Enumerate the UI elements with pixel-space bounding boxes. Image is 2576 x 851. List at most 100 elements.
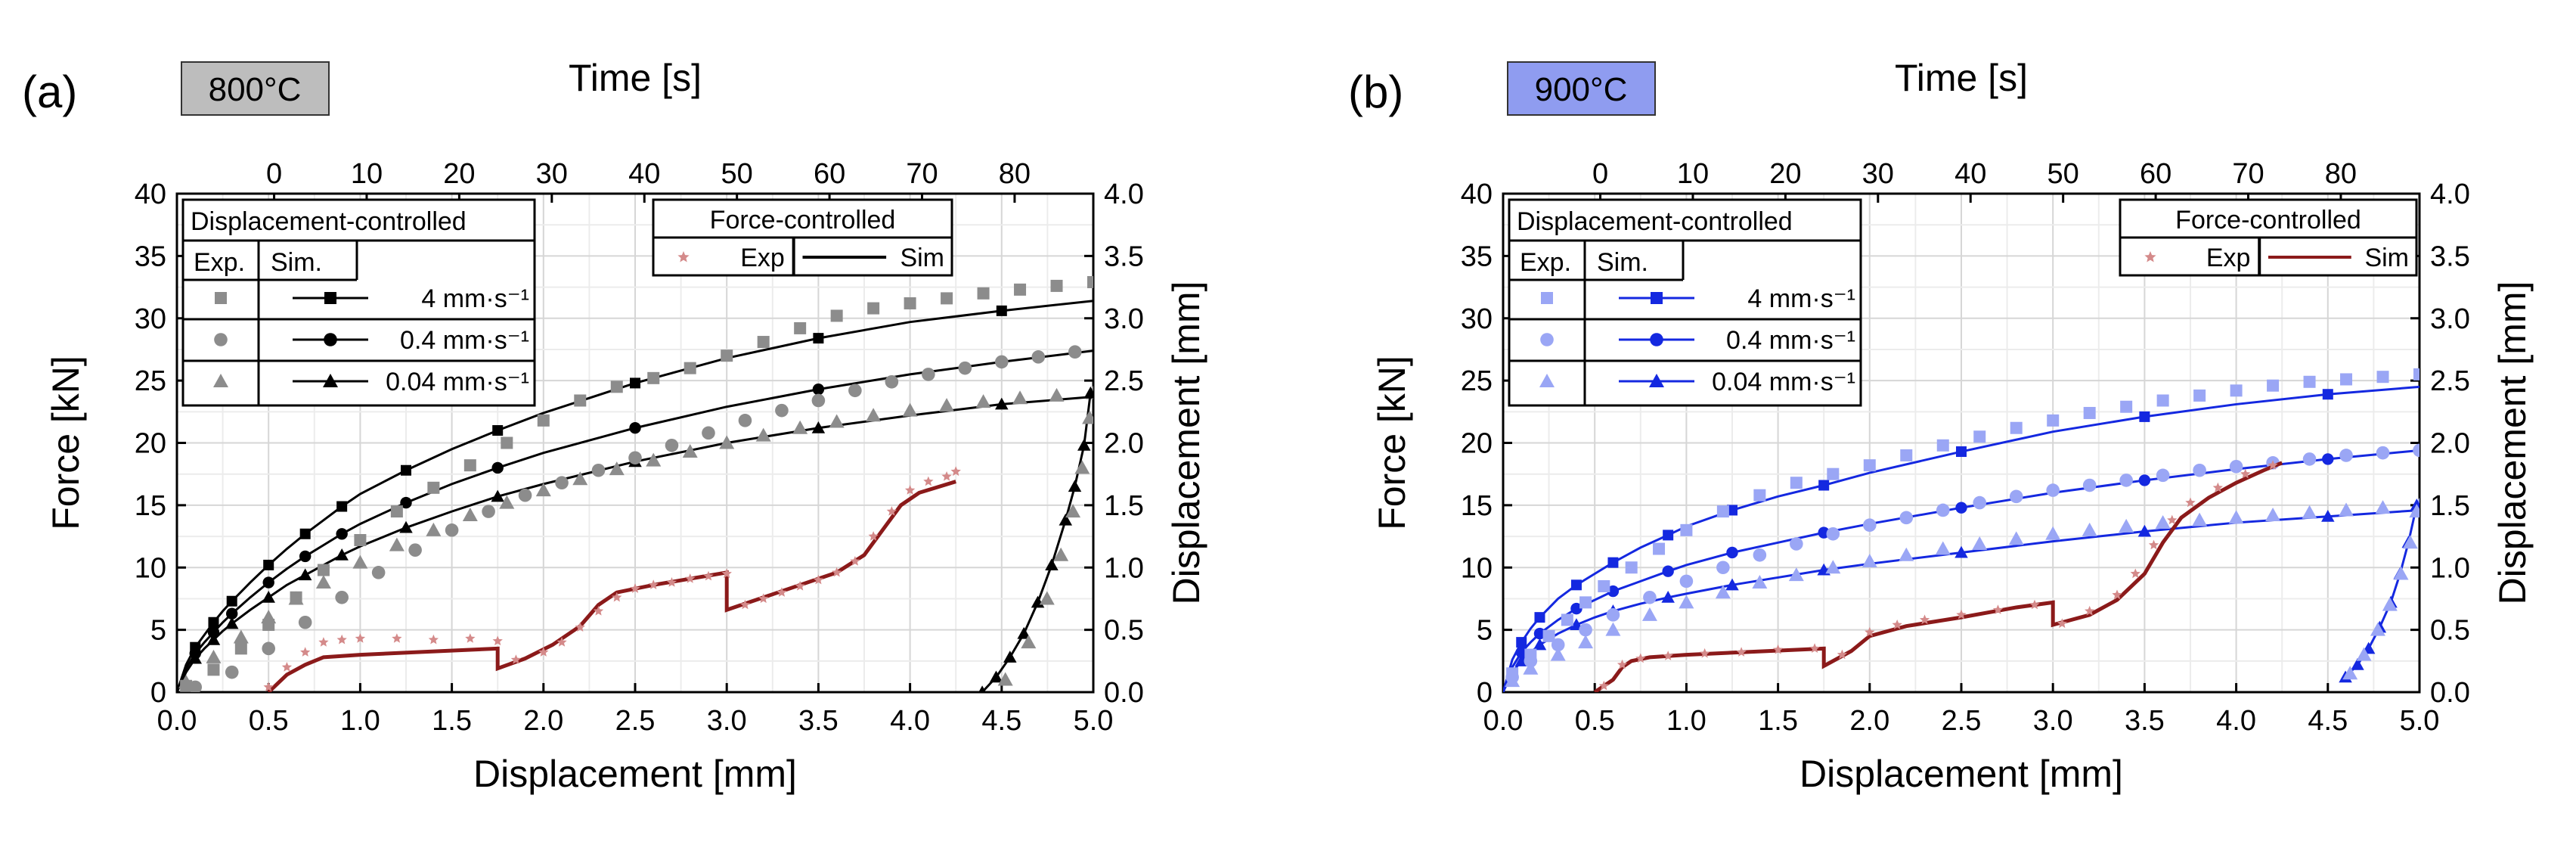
exp-point [1643,590,1657,604]
time-displacement-sim-point [1003,651,1017,663]
force-controlled-exp-point [392,633,402,643]
exp-point [1935,541,1951,555]
force-controlled-exp-point [336,634,347,644]
force-controlled-exp-point [1809,643,1820,653]
sim-marker [1727,505,1737,516]
force-controlled-exp-point [2268,460,2278,470]
top-tick-label: 70 [906,158,938,190]
legend-force-controlled: Force-controlled Exp Sim [652,198,953,277]
exp-point [2046,483,2060,497]
panel-label: (b) [1348,67,1403,117]
exp-point [610,380,623,393]
sim-marker [2137,524,2152,537]
force-controlled-exp-point [263,682,274,692]
legend-exp-marker [1539,374,1555,387]
force-controlled-exp-point [575,622,585,632]
exp-point [207,663,220,676]
sim-marker [400,496,412,509]
time-displacement-exp-point [1039,591,1055,605]
y-tick-label: 5 [1477,615,1493,647]
exp-point [922,368,935,381]
exp-point [315,575,331,589]
sim-marker [262,591,275,603]
legend-sim-marker [1649,374,1664,387]
legend-sim-marker [1651,292,1663,304]
time-displacement-sim-point [978,685,986,692]
top-tick-label: 40 [628,158,660,190]
exp-point [352,554,368,569]
panel-a: 0.0 0.5 1.0 1.5 2.0 2.5 3.0 3.5 4.0 4.5 5.0 0 5 10 15 2… [22,57,1207,795]
sim-marker [2322,389,2333,400]
force-controlled-exp-point [1736,647,1747,657]
exp-point [1972,536,1988,550]
force-controlled-exp-point [666,577,677,587]
exp-point [2119,518,2134,533]
exp-point [2376,371,2389,384]
exp-point [1899,547,1914,561]
force-controlled-exp-point [1892,620,1902,629]
exp-point [390,505,403,518]
sim-marker [1570,602,1582,615]
right-tick-label: 1.5 [1104,490,1144,522]
exp-point [555,476,569,490]
exp-point [206,649,222,663]
exp-point [2156,468,2170,483]
exp-point [2008,531,2024,545]
x-tick-label: 2.5 [1942,705,1982,737]
x-tick-label: 1.5 [432,705,472,737]
top-tick-label: 60 [2140,158,2171,190]
exp-point [298,615,312,629]
force-controlled-exp-point [1617,659,1628,669]
exp-point [2082,522,2097,536]
exp-point [1752,575,1768,589]
exp-point [2229,460,2243,474]
exp-point [904,297,916,309]
sim-marker [1570,579,1582,591]
x-tick-label: 3.0 [707,705,747,737]
legend-title: Displacement-controlled [1517,207,1793,236]
sim-marker [1662,565,1674,577]
force-controlled-exp-point [630,583,640,593]
time-displacement-exp-point [1074,460,1090,474]
force-controlled-exp-point [777,587,787,597]
exp-point [261,610,277,624]
y-tick-label: 10 [1461,552,1493,584]
series-6 [267,480,956,692]
sim-marker [630,377,640,389]
exp-point [1826,526,1840,541]
sim-marker [629,422,641,434]
sim-marker [811,421,826,433]
force-controlled-exp-point [1598,680,1609,691]
x-tick-label: 4.5 [981,705,1021,737]
panel-label: (a) [22,67,77,117]
exp-point [775,403,789,418]
legend-row-label: 4 mm·s⁻¹ [421,284,529,313]
sim-marker [1956,446,1967,458]
sim-marker [208,617,219,628]
legend-exp-marker [213,374,228,387]
force-controlled-exp-point [2185,497,2196,508]
top-tick-label: 70 [2232,158,2264,190]
sim-marker [1663,530,1674,541]
exp-point [1753,489,1766,502]
legend-exp-marker [1540,333,1554,346]
time-displacement-exp-point [1082,410,1093,424]
exp-point [2302,505,2317,519]
right-tick-label: 3.0 [1104,303,1144,335]
sim-marker [1516,637,1527,648]
legend-sim-marker [324,333,337,346]
sim-marker [492,425,504,436]
exp-point [941,292,953,305]
top-tick-label: 10 [1677,158,1709,190]
exp-point [1861,554,1877,568]
exp-point [2340,373,2353,386]
sim-marker [226,607,238,620]
exp-point [682,444,698,458]
force-controlled-exp-point [300,647,311,657]
force-controlled-exp-point [1700,648,1710,658]
time-displacement-exp-point [2356,647,2372,661]
exp-point [1031,350,1046,364]
x-tick-label: 5.0 [1074,705,1114,737]
sim-marker [1515,646,1527,658]
right-tick-label: 0.0 [1104,677,1144,709]
